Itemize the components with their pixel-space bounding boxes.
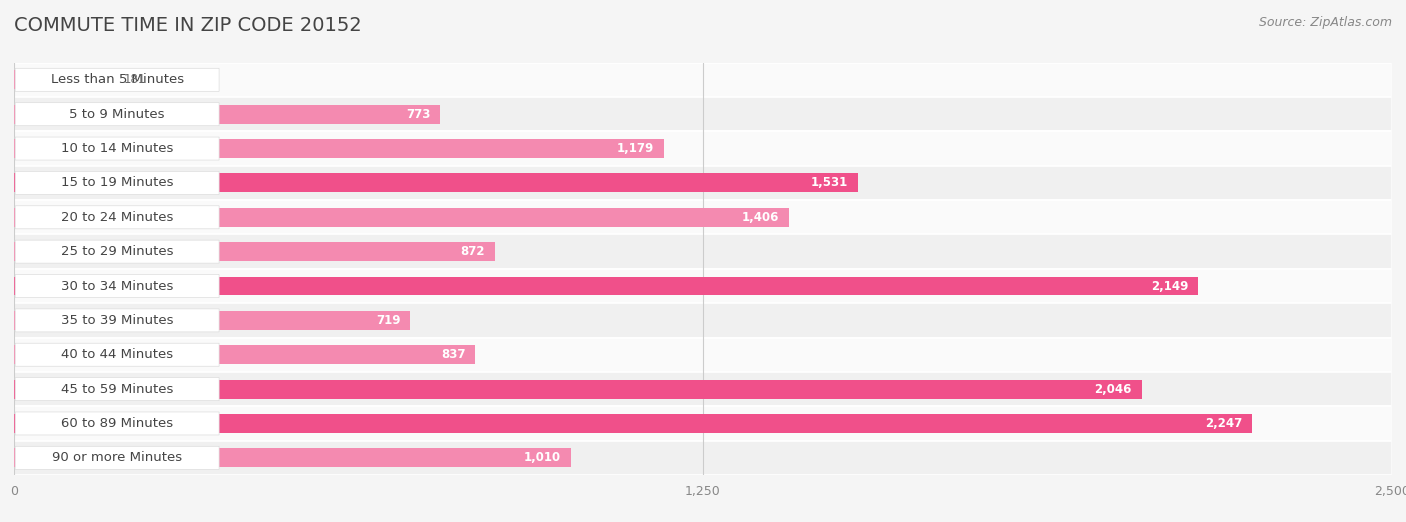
Bar: [14, 379, 1142, 399]
Text: 2,149: 2,149: [1152, 279, 1188, 292]
Bar: [14, 166, 1392, 200]
FancyBboxPatch shape: [15, 68, 219, 91]
FancyBboxPatch shape: [15, 206, 219, 229]
Bar: [14, 269, 1392, 303]
Bar: [14, 345, 475, 364]
Text: 30 to 34 Minutes: 30 to 34 Minutes: [60, 279, 173, 292]
Text: 1,010: 1,010: [523, 452, 561, 465]
Text: 2,046: 2,046: [1094, 383, 1132, 396]
FancyBboxPatch shape: [15, 137, 219, 160]
Bar: [14, 242, 495, 261]
Text: 773: 773: [406, 108, 430, 121]
Bar: [14, 132, 1392, 166]
Text: 2,247: 2,247: [1205, 417, 1243, 430]
FancyBboxPatch shape: [15, 343, 219, 366]
Bar: [14, 277, 1198, 295]
Bar: [14, 97, 1392, 132]
FancyBboxPatch shape: [15, 103, 219, 126]
Bar: [14, 63, 1392, 97]
Text: 1,531: 1,531: [811, 176, 848, 189]
Bar: [14, 173, 858, 193]
Bar: [14, 441, 1392, 475]
Bar: [14, 372, 1392, 406]
Text: 25 to 29 Minutes: 25 to 29 Minutes: [60, 245, 173, 258]
Bar: [14, 70, 114, 89]
Text: 837: 837: [441, 348, 465, 361]
FancyBboxPatch shape: [15, 240, 219, 263]
Bar: [14, 234, 1392, 269]
Bar: [14, 105, 440, 124]
Text: 1,406: 1,406: [742, 211, 779, 224]
Text: 10 to 14 Minutes: 10 to 14 Minutes: [60, 142, 173, 155]
Text: 719: 719: [375, 314, 401, 327]
FancyBboxPatch shape: [15, 275, 219, 298]
FancyBboxPatch shape: [15, 171, 219, 194]
Text: 45 to 59 Minutes: 45 to 59 Minutes: [60, 383, 173, 396]
Text: Source: ZipAtlas.com: Source: ZipAtlas.com: [1258, 16, 1392, 29]
FancyBboxPatch shape: [15, 377, 219, 400]
Text: 1,179: 1,179: [617, 142, 654, 155]
Text: 5 to 9 Minutes: 5 to 9 Minutes: [69, 108, 165, 121]
Bar: [14, 208, 789, 227]
Text: COMMUTE TIME IN ZIP CODE 20152: COMMUTE TIME IN ZIP CODE 20152: [14, 16, 361, 34]
Text: 35 to 39 Minutes: 35 to 39 Minutes: [60, 314, 173, 327]
Bar: [14, 414, 1253, 433]
FancyBboxPatch shape: [15, 446, 219, 469]
Bar: [14, 448, 571, 467]
FancyBboxPatch shape: [15, 309, 219, 332]
Bar: [14, 303, 1392, 338]
Bar: [14, 338, 1392, 372]
Text: 872: 872: [460, 245, 485, 258]
Text: 40 to 44 Minutes: 40 to 44 Minutes: [60, 348, 173, 361]
Text: Less than 5 Minutes: Less than 5 Minutes: [51, 73, 184, 86]
FancyBboxPatch shape: [15, 412, 219, 435]
Text: 181: 181: [124, 73, 146, 86]
Bar: [14, 200, 1392, 234]
Bar: [14, 406, 1392, 441]
Text: 90 or more Minutes: 90 or more Minutes: [52, 452, 183, 465]
Bar: [14, 139, 664, 158]
Bar: [14, 311, 411, 330]
Text: 20 to 24 Minutes: 20 to 24 Minutes: [60, 211, 173, 224]
Text: 15 to 19 Minutes: 15 to 19 Minutes: [60, 176, 173, 189]
Text: 60 to 89 Minutes: 60 to 89 Minutes: [60, 417, 173, 430]
